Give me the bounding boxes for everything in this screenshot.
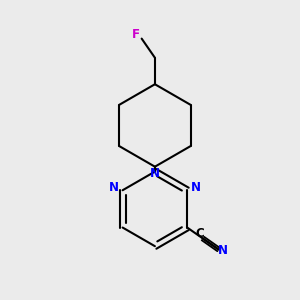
Text: N: N xyxy=(150,167,160,180)
Text: N: N xyxy=(218,244,228,257)
Text: F: F xyxy=(132,28,140,41)
Text: N: N xyxy=(190,182,200,194)
Text: N: N xyxy=(110,182,119,194)
Text: C: C xyxy=(196,227,204,240)
